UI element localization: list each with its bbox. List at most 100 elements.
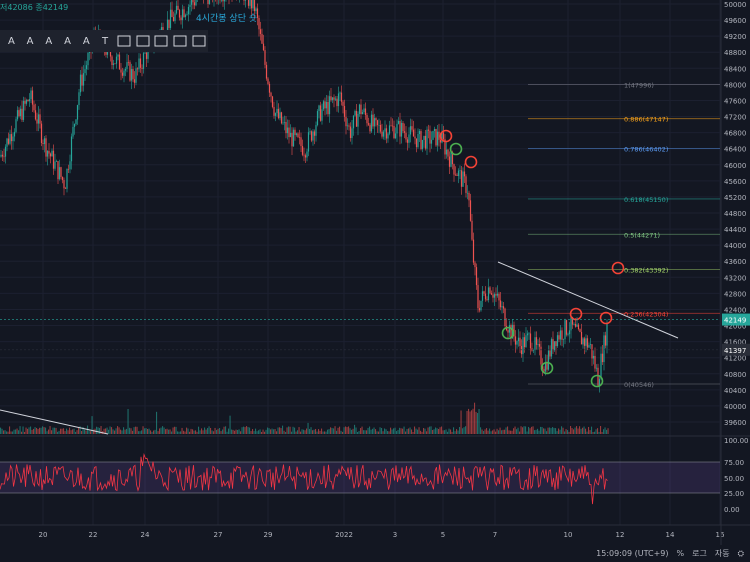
rsi-tick-label: 50.00 xyxy=(724,475,744,483)
volume-bar xyxy=(333,428,335,434)
volume-bar xyxy=(348,426,350,434)
trendline-resistance xyxy=(497,261,679,339)
candle-body xyxy=(364,108,367,115)
candle-body xyxy=(127,62,130,63)
volume-bar xyxy=(382,431,384,434)
candle-body xyxy=(142,53,145,69)
price-tick-label: 42800 xyxy=(724,290,746,298)
volume-bar xyxy=(46,431,48,434)
volume-bar xyxy=(351,429,353,434)
candle-body xyxy=(268,83,271,93)
candle-body xyxy=(69,161,71,170)
volume-bar xyxy=(420,430,422,434)
volume-bar xyxy=(241,427,243,434)
volume-bar xyxy=(270,429,272,434)
volume-bar xyxy=(120,429,122,434)
fib-level-label: 0.382(43392) xyxy=(624,267,668,275)
volume-bar xyxy=(450,429,452,434)
font-a-icon-1[interactable]: A xyxy=(7,35,15,47)
log-toggle[interactable]: 로그 xyxy=(692,549,707,558)
candle-body xyxy=(555,341,557,347)
price-tick-label: 49200 xyxy=(724,33,746,41)
volume-bar xyxy=(601,431,603,434)
volume-bar xyxy=(216,429,218,434)
fib-level-label: 1(47996) xyxy=(624,82,654,90)
auto-toggle[interactable]: 자동 xyxy=(714,549,730,558)
frame-icon[interactable] xyxy=(171,31,190,51)
volume-bar xyxy=(81,431,83,434)
candle-body xyxy=(420,131,422,150)
candle-body xyxy=(7,138,10,144)
candle-body xyxy=(190,0,193,5)
volume-bar xyxy=(124,429,126,434)
volume-bar xyxy=(22,426,24,434)
candle-body xyxy=(471,220,473,240)
volume-bar xyxy=(354,424,356,434)
volume-bar xyxy=(481,429,483,434)
candle-body xyxy=(483,291,485,294)
volume-bar xyxy=(253,431,255,434)
volume-bar xyxy=(532,426,534,434)
settings-gear-icon[interactable]: ⛭ xyxy=(737,548,744,558)
volume-bar xyxy=(279,427,281,434)
candle-body xyxy=(537,344,539,345)
volume-bar xyxy=(226,431,228,434)
font-a-icon-3[interactable]: A xyxy=(45,35,53,47)
volume-bar xyxy=(531,426,533,434)
font-a-icon-2[interactable]: A xyxy=(26,35,34,47)
candle-body xyxy=(517,337,520,342)
volume-bar xyxy=(67,430,69,434)
candle-body xyxy=(261,33,263,44)
candle-body xyxy=(336,98,338,107)
candle-body xyxy=(273,106,275,116)
font-a-icon-5[interactable]: A xyxy=(82,35,90,47)
volume-bar xyxy=(474,402,476,434)
volume-bar xyxy=(142,426,144,434)
volume-bar xyxy=(267,427,269,434)
percent-toggle[interactable]: % xyxy=(676,549,685,558)
candle-body xyxy=(51,150,53,157)
candle-body xyxy=(430,139,433,144)
volume-bar xyxy=(336,430,338,434)
price-tick-label: 40400 xyxy=(724,387,746,395)
volume-bar xyxy=(45,427,47,434)
fib-level-label: 0.786(46402) xyxy=(624,146,668,154)
volume-bar xyxy=(357,431,359,434)
volume-bar xyxy=(591,426,593,434)
brush-icon[interactable] xyxy=(152,31,171,51)
align-tool-icon[interactable] xyxy=(114,31,133,51)
font-a-icon-4[interactable]: A xyxy=(64,35,71,47)
candle-body xyxy=(145,52,148,59)
volume-bar xyxy=(469,411,471,434)
candle-body xyxy=(78,92,80,106)
candle-body xyxy=(415,138,418,148)
comment-icon[interactable] xyxy=(189,31,208,51)
candle-body xyxy=(87,52,89,66)
volume-bar xyxy=(205,429,207,434)
candle-body xyxy=(138,58,140,70)
candle-body xyxy=(178,9,181,18)
volume-bar xyxy=(295,431,297,434)
text-tool-icon[interactable]: T xyxy=(101,35,109,47)
candle-body xyxy=(45,138,47,157)
candle-body xyxy=(334,98,337,100)
fib-level-label: 0.618(45150) xyxy=(624,196,668,204)
candle-body xyxy=(438,131,440,140)
volume-bar xyxy=(508,430,510,434)
volume-bar xyxy=(165,429,167,434)
candle-body xyxy=(289,132,292,138)
volume-bar xyxy=(360,428,362,434)
candle-body xyxy=(112,63,115,65)
volume-bar xyxy=(543,428,545,434)
candle-body xyxy=(379,124,382,132)
candle-body xyxy=(67,168,70,170)
volume-bar xyxy=(66,428,68,434)
volume-bar xyxy=(247,427,249,434)
candle-body xyxy=(546,362,548,370)
volume-bar xyxy=(33,428,35,434)
settings-lines-icon[interactable] xyxy=(133,31,152,51)
volume-bar xyxy=(415,428,417,434)
candle-body xyxy=(340,92,343,102)
candle-body xyxy=(402,122,404,132)
